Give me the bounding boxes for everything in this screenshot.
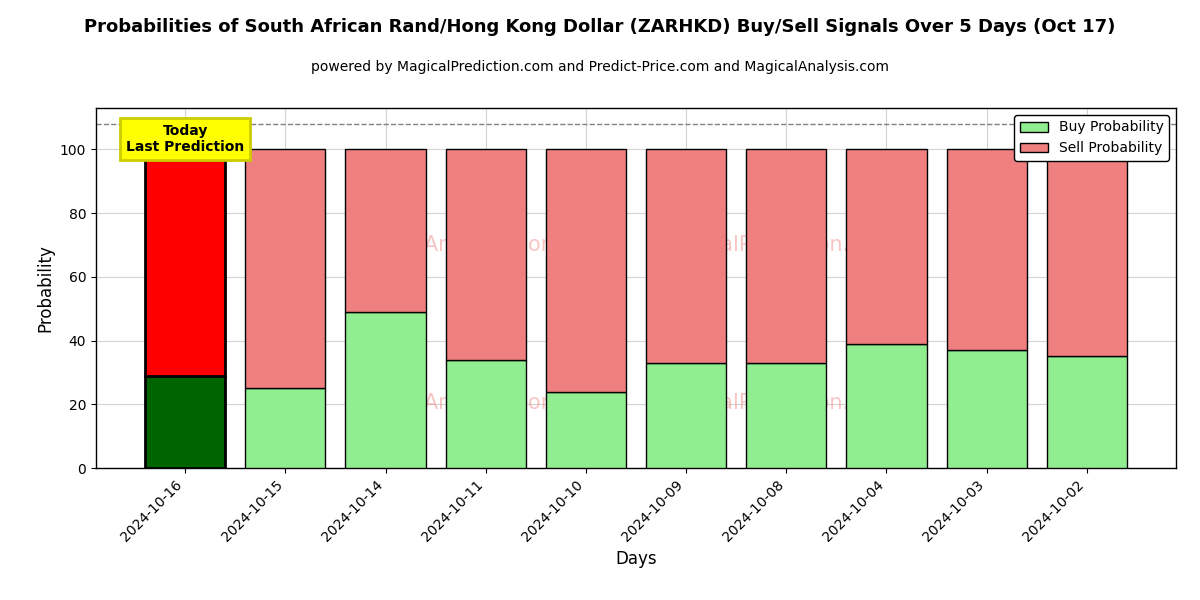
Text: Today
Last Prediction: Today Last Prediction: [126, 124, 245, 154]
Bar: [646, 149, 726, 363]
Text: MagicalAnalysis.com: MagicalAnalysis.com: [344, 235, 560, 255]
Bar: [1046, 356, 1127, 468]
Bar: [546, 392, 626, 468]
Text: MagicalPrediction.com: MagicalPrediction.com: [659, 393, 894, 413]
Bar: [846, 344, 926, 468]
Y-axis label: Probability: Probability: [36, 244, 54, 332]
Bar: [145, 149, 226, 376]
Bar: [245, 149, 325, 388]
Bar: [245, 388, 325, 468]
Bar: [546, 149, 626, 392]
Bar: [145, 376, 226, 468]
Bar: [846, 149, 926, 344]
Bar: [746, 363, 827, 468]
Bar: [346, 312, 426, 468]
Text: MagicalPrediction.com: MagicalPrediction.com: [659, 235, 894, 255]
Bar: [445, 149, 526, 359]
Bar: [947, 149, 1027, 350]
Text: Probabilities of South African Rand/Hong Kong Dollar (ZARHKD) Buy/Sell Signals O: Probabilities of South African Rand/Hong…: [84, 18, 1116, 36]
Bar: [1046, 149, 1127, 356]
Bar: [947, 350, 1027, 468]
Bar: [646, 363, 726, 468]
Bar: [445, 359, 526, 468]
Bar: [746, 149, 827, 363]
Bar: [346, 149, 426, 312]
Legend: Buy Probability, Sell Probability: Buy Probability, Sell Probability: [1014, 115, 1169, 161]
Text: powered by MagicalPrediction.com and Predict-Price.com and MagicalAnalysis.com: powered by MagicalPrediction.com and Pre…: [311, 60, 889, 74]
Text: MagicalAnalysis.com: MagicalAnalysis.com: [344, 393, 560, 413]
X-axis label: Days: Days: [616, 550, 656, 568]
